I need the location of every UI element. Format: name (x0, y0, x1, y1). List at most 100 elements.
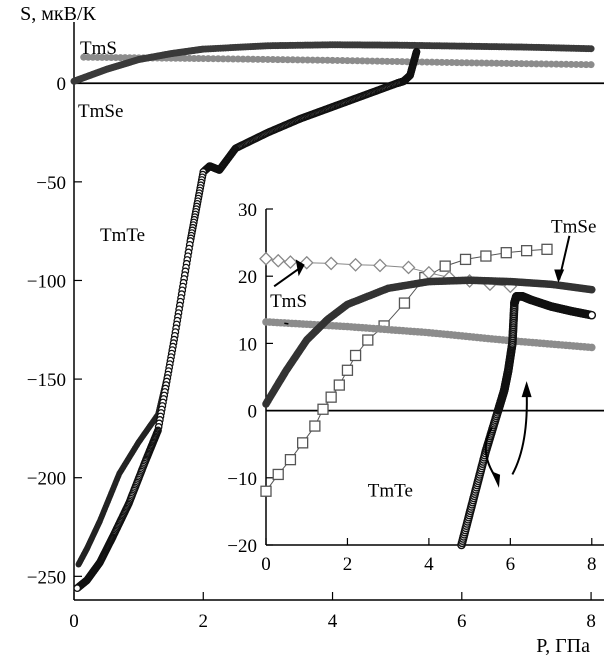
inset-data-point (480, 250, 492, 262)
main-data-point (508, 59, 516, 67)
inset-y-tick-label: 30 (238, 200, 257, 221)
main-data-point (577, 61, 585, 69)
main-data-point (587, 61, 595, 69)
main-y-axis-title: S, мкВ/К (20, 3, 96, 25)
main-data-point (453, 59, 461, 67)
main-data-point (522, 60, 530, 68)
main-data-point (343, 57, 351, 65)
main-data-point (493, 59, 501, 67)
inset-y-tick-label: −10 (227, 469, 257, 490)
main-data-point (358, 57, 366, 65)
main-data-point (423, 58, 431, 66)
inset-data-point (398, 297, 411, 309)
main-data-point (567, 60, 575, 68)
inset-series-tmse (260, 243, 553, 497)
inset-data-point (341, 364, 354, 376)
inset-y-tick-label: 10 (238, 334, 257, 355)
inset-data-point (459, 253, 472, 266)
main-x-tick-label: 4 (328, 611, 338, 632)
main-data-point (428, 58, 436, 66)
main-data-point (532, 60, 540, 68)
label-tmse: TmSe (78, 101, 123, 122)
main-series-tmte (73, 47, 421, 593)
hysteresis-arrowhead-up (521, 381, 532, 398)
main-series-tmse (70, 41, 595, 85)
inset-data-point (317, 403, 329, 415)
main-data-point (214, 55, 222, 63)
main-y-tick-label: −50 (36, 173, 66, 194)
main-x-tick-label: 2 (199, 611, 209, 632)
inset-x-tick-label: 2 (343, 554, 353, 575)
main-data-point (517, 60, 525, 68)
inset-data-point (260, 485, 272, 497)
inset-data-point (333, 379, 345, 391)
inset-data-point (349, 349, 362, 362)
main-data-point (239, 55, 247, 63)
inset-data-point (401, 260, 416, 275)
inset-x-tick-label: 8 (587, 554, 597, 575)
inset-data-point (587, 285, 596, 294)
main-data-point (458, 59, 466, 67)
main-data-point (338, 57, 346, 65)
main-data-point (229, 55, 237, 63)
inset-y-tick-label: 20 (238, 267, 257, 288)
main-data-point (254, 55, 262, 63)
main-data-point (478, 59, 486, 67)
main-data-point (383, 57, 391, 65)
main-y-tick-label: −250 (27, 567, 66, 588)
main-data-point (562, 60, 570, 68)
main-data-point (204, 55, 212, 63)
main-data-point (587, 45, 595, 53)
main-data-point (249, 55, 257, 63)
hysteresis-arrow-up (511, 390, 528, 475)
inset-x-tick-label: 4 (424, 554, 434, 575)
main-data-point (73, 584, 82, 593)
main-y-tick-label: −200 (27, 469, 66, 490)
main-data-point (418, 58, 426, 66)
label-tms: TmS (80, 38, 117, 59)
main-x-tick-label: 0 (69, 611, 79, 632)
main-data-point (512, 60, 520, 68)
main-data-point (403, 58, 411, 66)
inset-data-point (362, 334, 374, 346)
main-data-point (234, 55, 242, 63)
main-data-point (334, 56, 342, 64)
inset-data-point (309, 420, 321, 432)
pointer-arrowhead-tms (295, 259, 305, 277)
main-data-point (319, 56, 327, 64)
main-data-point (373, 57, 381, 65)
main-x-tick-label: 6 (457, 611, 467, 632)
inset-data-point (541, 243, 553, 255)
inset-x-tick-label: 0 (261, 554, 271, 575)
main-data-point (448, 59, 456, 67)
main-data-point (244, 55, 252, 63)
label-tmte: TmTe (100, 225, 145, 246)
inset-data-point (259, 251, 273, 266)
inset-label-tmse: TmSe (551, 217, 596, 238)
inset-series-tmte (457, 292, 597, 550)
inset-data-point (325, 391, 337, 403)
main-data-point (438, 58, 446, 66)
main-data-point (393, 58, 401, 66)
main-data-point (353, 57, 361, 65)
inset-x-tick-label: 6 (506, 554, 516, 575)
main-data-point (289, 56, 297, 64)
inset-data-point (283, 255, 298, 270)
main-data-point (259, 55, 267, 63)
main-data-point (199, 55, 207, 63)
inset-data-point (500, 247, 512, 259)
inset-data-point (324, 256, 339, 271)
main-data-point (294, 56, 302, 64)
main-y-tick-label: 0 (57, 74, 67, 95)
main-data-point (443, 58, 451, 66)
main-data-point (219, 55, 227, 63)
main-data-point (324, 56, 332, 64)
main-data-point (299, 56, 307, 64)
main-y-tick-label: −150 (27, 370, 66, 391)
main-data-point (468, 59, 476, 67)
main-data-point (483, 59, 491, 67)
main-x-axis-title: P, ГПа (536, 635, 590, 657)
main-data-point (309, 56, 317, 64)
inset-data-point (439, 260, 451, 272)
main-data-point (582, 61, 590, 69)
